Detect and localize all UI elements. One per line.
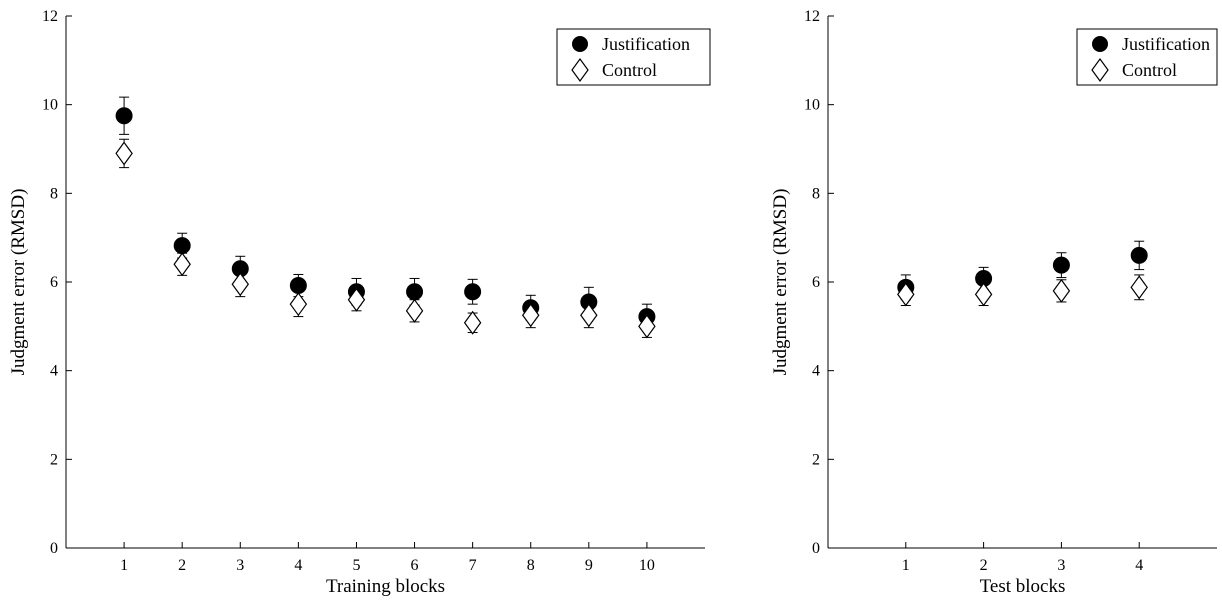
series-filled-circle <box>897 240 1148 301</box>
series-filled-circle <box>115 96 656 330</box>
data-point-diamond <box>1052 278 1071 303</box>
legend-label: Control <box>1122 60 1177 80</box>
data-point-circle <box>464 283 482 301</box>
y-tick-label: 0 <box>812 540 820 557</box>
x-axis-label: Test blocks <box>980 576 1066 597</box>
series-open-diamond <box>897 274 1148 307</box>
y-tick-label: 10 <box>42 97 58 114</box>
x-tick-label: 6 <box>411 557 419 574</box>
legend-marker-diamond <box>1091 57 1109 83</box>
y-tick-label: 12 <box>42 8 58 25</box>
data-point-diamond <box>897 282 915 307</box>
y-tick-label: 4 <box>50 363 58 380</box>
data-point-circle <box>406 283 424 301</box>
y-tick-label: 10 <box>804 97 820 114</box>
legend-label: Control <box>602 60 657 80</box>
y-axis-label: Judgment error (RMSD) <box>8 189 29 376</box>
data-point-circle <box>1130 246 1148 264</box>
y-tick-label: 6 <box>50 274 58 291</box>
y-tick-label: 4 <box>812 363 820 380</box>
x-tick-label: 8 <box>527 557 535 574</box>
data-point-diamond <box>289 292 308 317</box>
x-tick-label: 4 <box>294 557 302 574</box>
data-point-diamond <box>115 141 133 166</box>
legend-marker-circle <box>1092 36 1108 52</box>
data-point-diamond <box>173 252 191 277</box>
legend-label: Justification <box>602 34 690 54</box>
legend: Justification Control <box>556 28 711 86</box>
x-tick-label: 4 <box>1135 557 1143 574</box>
y-tick-label: 12 <box>804 8 820 25</box>
x-axis-label: Training blocks <box>326 576 445 597</box>
x-tick-label: 10 <box>639 557 655 574</box>
x-tick-label: 3 <box>1057 557 1065 574</box>
y-tick-label: 2 <box>812 451 820 468</box>
data-point-diamond <box>405 298 424 323</box>
y-tick-label: 8 <box>50 185 58 202</box>
series-open-diamond <box>115 138 656 339</box>
data-point-diamond <box>347 287 366 312</box>
data-point-circle <box>115 107 133 125</box>
legend-marker-diamond <box>571 57 589 83</box>
y-tick-label: 6 <box>812 274 820 291</box>
data-point-diamond <box>463 310 482 335</box>
x-tick-label: 5 <box>352 557 360 574</box>
data-point-diamond <box>231 272 250 297</box>
legend-marker-circle <box>572 36 588 52</box>
x-tick-label: 1 <box>120 557 128 574</box>
x-tick-label: 1 <box>902 557 910 574</box>
legend: Justification Control <box>1076 28 1218 86</box>
data-point-diamond <box>1130 275 1148 300</box>
data-point-circle <box>173 237 191 255</box>
y-tick-label: 2 <box>50 451 58 468</box>
data-point-diamond <box>580 303 598 328</box>
legend-label: Justification <box>1122 34 1210 54</box>
x-tick-label: 9 <box>585 557 593 574</box>
data-point-circle <box>1052 256 1070 274</box>
y-tick-label: 8 <box>812 185 820 202</box>
data-point-diamond <box>638 314 656 339</box>
data-point-diamond <box>974 282 993 307</box>
y-tick-label: 0 <box>50 540 58 557</box>
y-axis-label: Judgment error (RMSD) <box>770 189 791 376</box>
data-point-circle <box>289 277 307 295</box>
x-tick-label: 7 <box>469 557 477 574</box>
x-tick-label: 3 <box>236 557 244 574</box>
data-point-diamond <box>521 303 540 328</box>
x-tick-label: 2 <box>980 557 988 574</box>
x-tick-label: 2 <box>178 557 186 574</box>
